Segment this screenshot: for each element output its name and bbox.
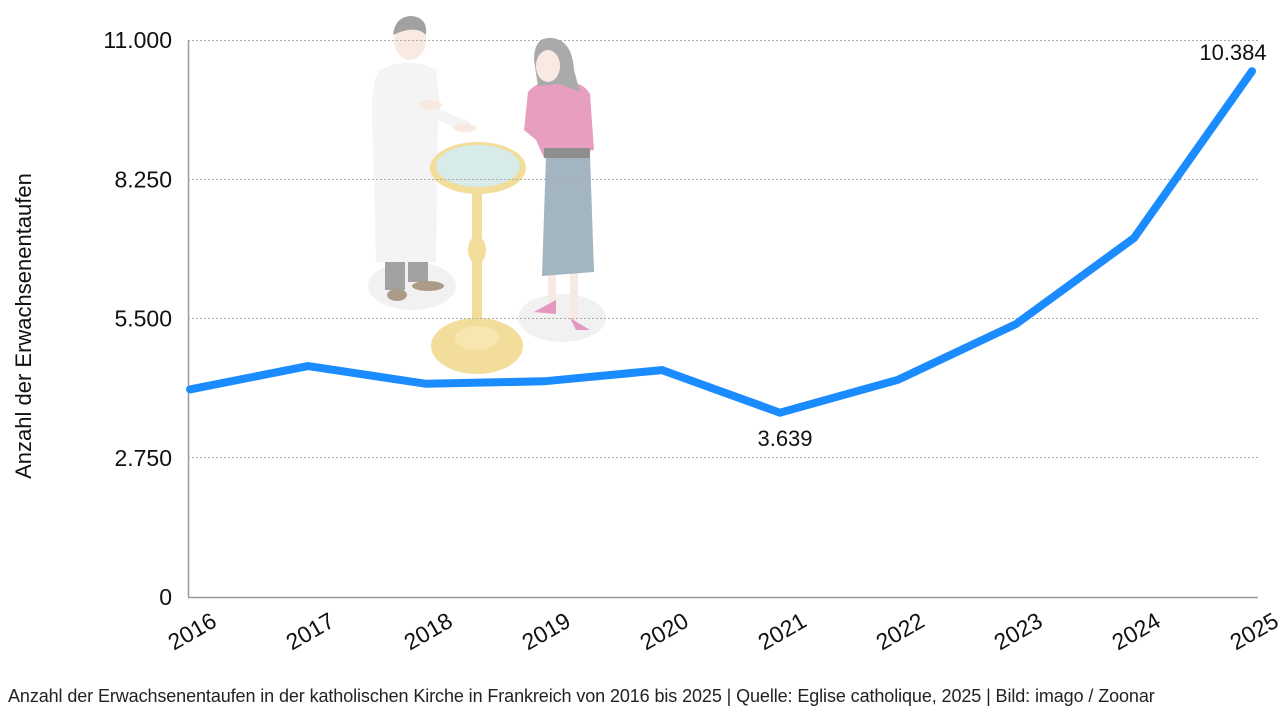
x-tick-label: 2019 [517,607,574,655]
x-tick-label: 2020 [635,607,692,655]
annotation-min-2021: 3.639 [757,426,812,451]
baptism-illustration-icon [368,16,606,374]
y-tick-label: 11.000 [103,27,172,53]
y-axis-label: Anzahl der Erwachsenentaufen [11,173,36,479]
annotation-max-2025: 10.384 [1199,40,1266,65]
source-caption: Anzahl der Erwachsenentaufen in der kath… [8,686,1155,706]
y-tick-labels: 0 2.750 5.500 8.250 11.000 [103,27,172,610]
x-tick-label: 2025 [1225,607,1280,655]
y-tick-label: 2.750 [114,445,172,471]
x-tick-label: 2021 [753,607,810,655]
x-tick-label: 2024 [1107,607,1164,655]
y-tick-label: 8.250 [114,166,172,192]
y-tick-label: 0 [159,584,172,610]
y-tick-label: 5.500 [114,306,172,332]
x-tick-label: 2016 [163,607,220,655]
x-tick-label: 2023 [989,607,1046,655]
x-tick-label: 2018 [399,607,456,655]
x-tick-label: 2017 [281,607,338,655]
x-tick-labels: 2016 2017 2018 2019 2020 2021 2022 2023 2024 2025 [163,607,1280,655]
x-tick-label: 2022 [871,607,928,655]
series-line [186,67,1256,417]
